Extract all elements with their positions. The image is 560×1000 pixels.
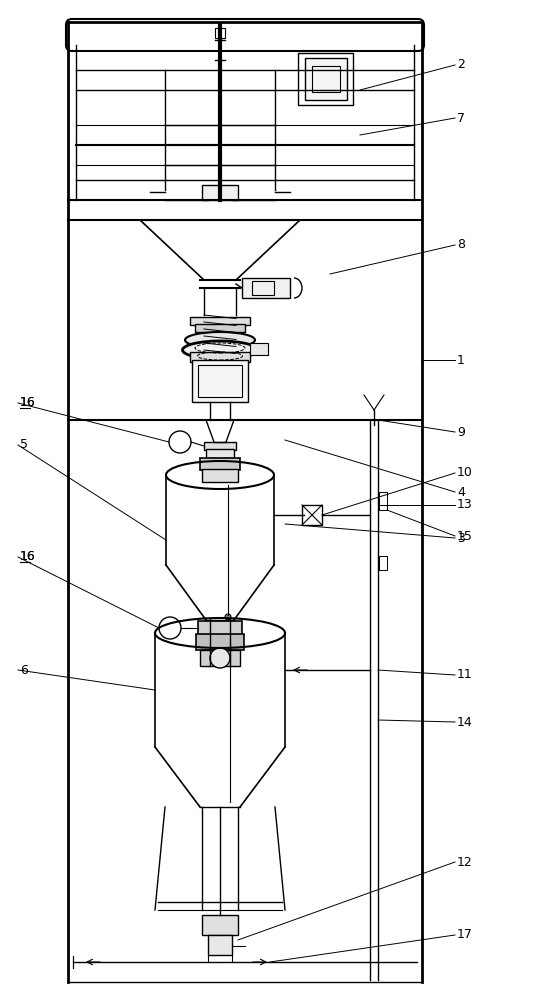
Text: 1: 1 <box>457 354 465 366</box>
Text: 9: 9 <box>457 426 465 438</box>
Text: 2: 2 <box>457 58 465 72</box>
Bar <box>242 278 290 298</box>
Text: 6: 6 <box>20 664 28 676</box>
Text: 16: 16 <box>20 396 36 410</box>
Bar <box>252 281 274 295</box>
Bar <box>215 28 225 38</box>
Bar <box>196 634 244 650</box>
Bar <box>305 58 347 100</box>
Text: 5: 5 <box>20 438 28 452</box>
Bar <box>202 469 238 482</box>
Bar <box>312 66 340 92</box>
Text: 8: 8 <box>457 238 465 251</box>
Bar <box>208 935 232 955</box>
Circle shape <box>210 648 230 668</box>
Bar <box>200 458 240 470</box>
Bar <box>202 185 238 200</box>
Text: 16: 16 <box>20 550 36 564</box>
Circle shape <box>225 614 231 620</box>
Text: 16: 16 <box>20 396 36 410</box>
Bar <box>190 352 250 362</box>
Ellipse shape <box>185 332 255 348</box>
Bar <box>302 505 322 525</box>
Bar <box>206 449 234 458</box>
Text: 12: 12 <box>457 856 473 868</box>
Bar <box>200 650 240 666</box>
Text: 3: 3 <box>457 532 465 544</box>
Bar <box>298 53 353 105</box>
Text: 13: 13 <box>457 498 473 512</box>
Bar <box>379 556 387 570</box>
Text: 16: 16 <box>20 550 36 564</box>
Bar <box>195 324 245 332</box>
Text: 7: 7 <box>457 111 465 124</box>
Bar <box>198 365 242 397</box>
Ellipse shape <box>183 341 258 359</box>
Text: 14: 14 <box>457 716 473 728</box>
Bar <box>198 621 242 635</box>
Bar <box>204 442 236 450</box>
Bar <box>202 915 238 935</box>
Text: 4: 4 <box>457 486 465 498</box>
Text: 11: 11 <box>457 668 473 682</box>
Text: 10: 10 <box>457 466 473 480</box>
Bar <box>379 492 387 510</box>
Text: 17: 17 <box>457 928 473 942</box>
Text: 15: 15 <box>457 530 473 542</box>
Bar <box>192 360 248 402</box>
Bar <box>250 343 268 355</box>
Bar <box>190 317 250 325</box>
